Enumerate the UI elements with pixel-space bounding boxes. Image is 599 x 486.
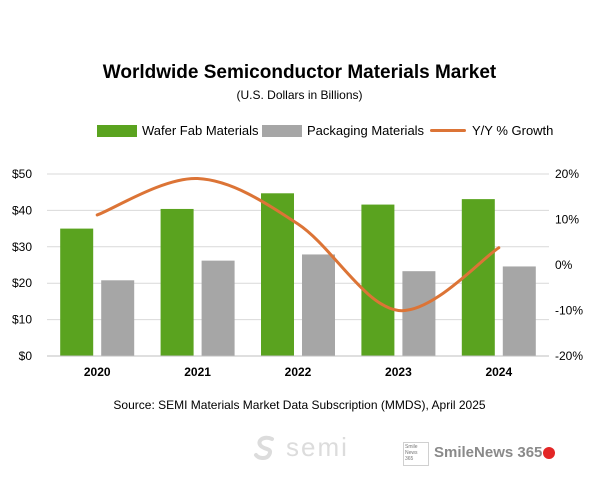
bar-wafer-fab xyxy=(361,204,395,356)
semi-logo: semi xyxy=(250,432,349,463)
badge-line-1: Smile xyxy=(405,444,418,450)
bar-packaging xyxy=(201,260,235,356)
bar-packaging xyxy=(302,254,335,356)
growth-line xyxy=(95,177,501,313)
y-right-tick-label: 20% xyxy=(555,167,579,181)
chart-subtitle: (U.S. Dollars in Billions) xyxy=(236,88,363,102)
bar-wafer-fab xyxy=(461,199,495,356)
legend-item-wafer: Wafer Fab Materials xyxy=(97,123,259,138)
y-left-tick-label: $40 xyxy=(12,203,32,217)
x-tick-label: 2023 xyxy=(385,365,412,379)
y-left-tick-label: $50 xyxy=(12,167,32,181)
bar-packaging xyxy=(502,266,536,356)
badge-line-2: News xyxy=(405,450,418,456)
bar-wafer-fab xyxy=(60,228,94,356)
legend: Wafer Fab Materials Packaging Materials … xyxy=(0,123,599,143)
y-left-tick-label: $30 xyxy=(12,240,32,254)
y-left-tick-label: $10 xyxy=(12,313,32,327)
bar-wafer-fab xyxy=(261,193,294,356)
brand-smile-icon xyxy=(543,447,556,460)
semi-logo-icon xyxy=(254,435,274,460)
x-tick-label: 2020 xyxy=(84,365,111,379)
legend-label-packaging: Packaging Materials xyxy=(307,123,425,138)
legend-label-growth: Y/Y % Growth xyxy=(472,123,554,138)
y-right-tick-label: -20% xyxy=(555,349,583,363)
y-right-tick-label: -10% xyxy=(555,304,583,318)
badge-line-3: 365 xyxy=(405,456,414,462)
chart-title: Worldwide Semiconductor Materials Market xyxy=(102,62,497,83)
source-note: Source: SEMI Materials Market Data Subsc… xyxy=(113,398,486,412)
y-right-tick-label: 10% xyxy=(555,213,579,227)
legend-item-growth: Y/Y % Growth xyxy=(430,123,553,138)
smilenews-badge: Smile News 365 xyxy=(403,442,429,466)
semi-logo-text: semi xyxy=(286,432,349,462)
smilenews-brand: SmileNews 365 xyxy=(434,444,556,461)
x-tick-label: 2022 xyxy=(285,365,312,379)
x-tick-label: 2021 xyxy=(184,365,211,379)
legend-label-wafer: Wafer Fab Materials xyxy=(142,123,259,138)
legend-item-packaging: Packaging Materials xyxy=(262,123,424,138)
bar-packaging xyxy=(101,280,135,356)
y-right-tick-label: 0% xyxy=(555,258,573,272)
y-left-tick-label: $0 xyxy=(19,349,33,363)
legend-swatch-growth xyxy=(430,129,466,132)
bar-wafer-fab xyxy=(160,208,194,356)
y-left-tick-label: $20 xyxy=(12,276,32,290)
brand-text: SmileNews 365 xyxy=(434,444,543,461)
legend-swatch-wafer xyxy=(97,124,137,137)
x-tick-label: 2024 xyxy=(485,365,512,379)
legend-swatch-packaging xyxy=(262,124,302,137)
bar-packaging xyxy=(402,271,436,356)
